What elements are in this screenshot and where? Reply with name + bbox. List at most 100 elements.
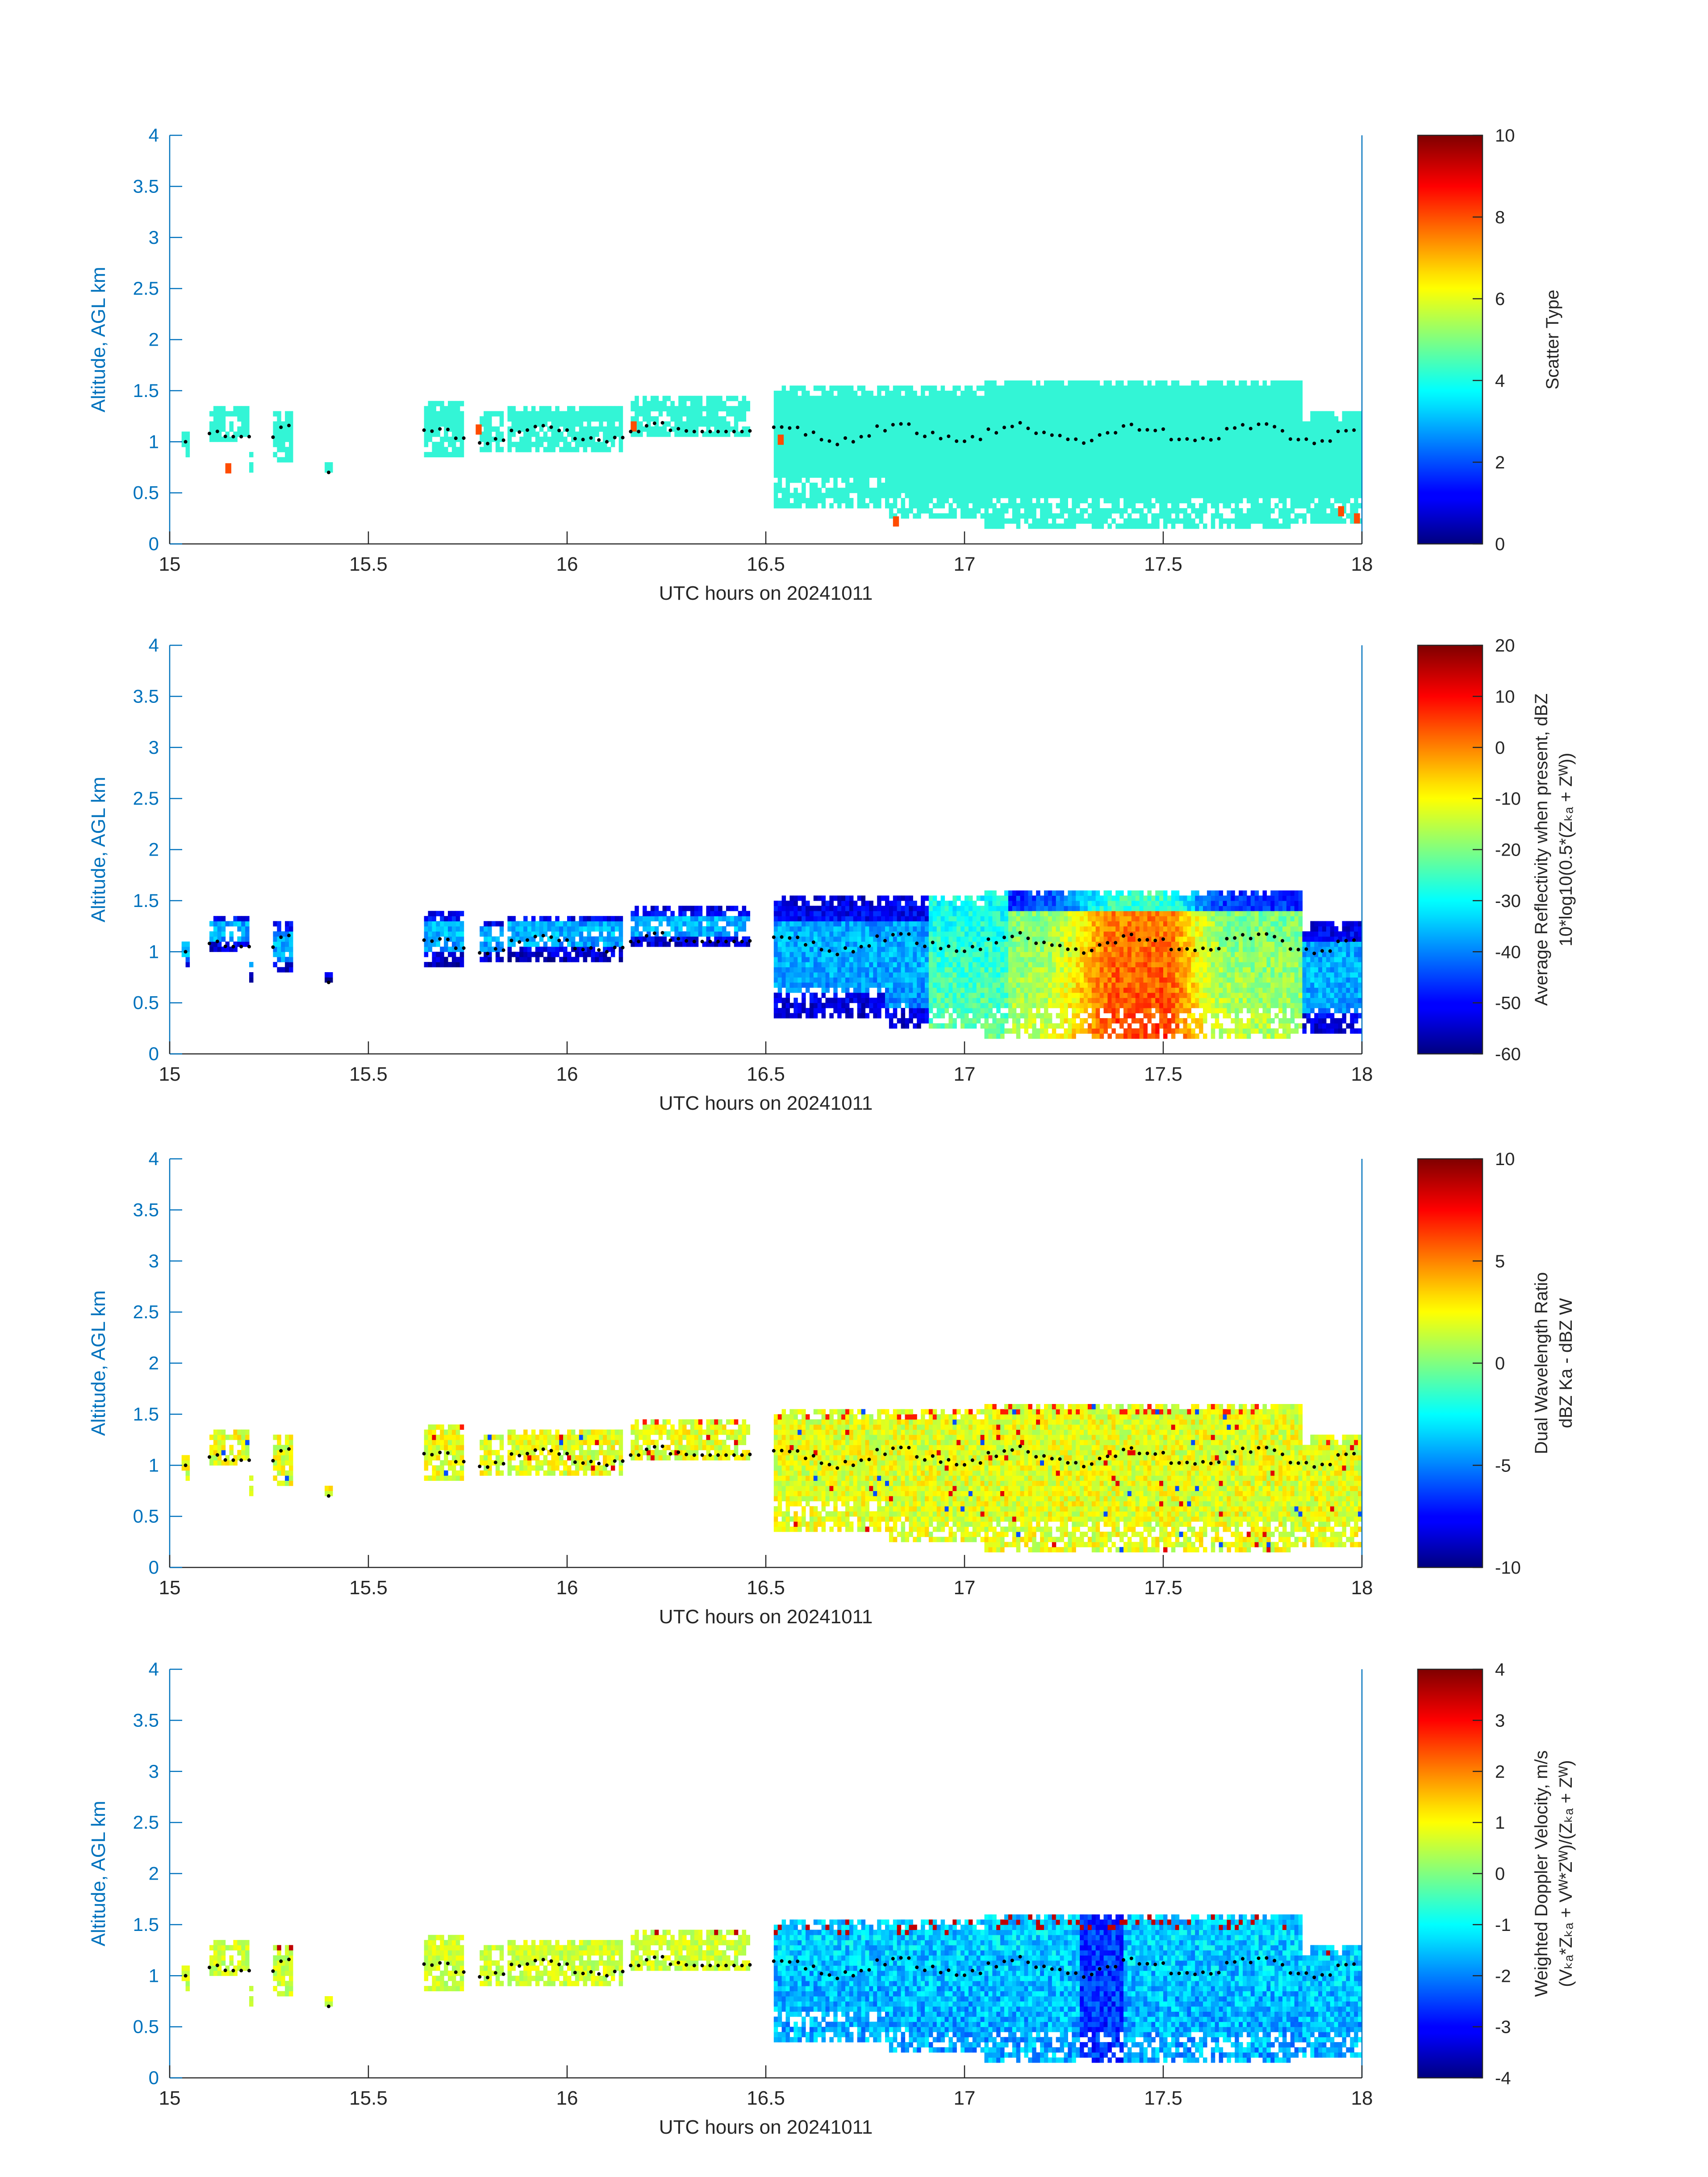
heatmap-cell bbox=[1004, 396, 1009, 401]
heatmap-cell bbox=[1171, 508, 1176, 514]
heatmap-cell bbox=[1175, 396, 1180, 401]
heatmap-cell bbox=[945, 391, 949, 396]
heatmap-cell bbox=[1295, 513, 1299, 518]
heatmap-cell bbox=[889, 396, 894, 401]
heatmap-cell bbox=[1056, 380, 1061, 386]
heatmap-cell bbox=[500, 941, 504, 947]
heatmap-cell bbox=[1231, 447, 1235, 452]
heatmap-cell bbox=[325, 972, 329, 978]
heatmap-cell bbox=[853, 457, 858, 463]
heatmap-cell bbox=[1140, 518, 1144, 524]
heatmap-cell bbox=[913, 406, 917, 411]
heatmap-cell bbox=[802, 411, 806, 417]
heatmap-cell bbox=[281, 442, 285, 447]
heatmap-cell bbox=[1088, 503, 1092, 509]
heatmap-cell bbox=[1314, 493, 1319, 498]
heatmap-cell bbox=[1107, 385, 1112, 391]
heatmap-cell bbox=[1350, 488, 1354, 493]
heatmap-cell bbox=[1068, 472, 1072, 478]
heatmap-cell bbox=[698, 416, 703, 422]
heatmap-cell bbox=[1314, 508, 1319, 514]
heatmap-cell bbox=[837, 406, 842, 411]
heatmap-cell bbox=[1084, 437, 1088, 442]
heatmap-cell bbox=[921, 391, 925, 396]
heatmap-cell bbox=[985, 477, 989, 483]
heatmap-cell bbox=[1040, 411, 1044, 417]
heatmap-cell bbox=[837, 396, 842, 401]
heatmap-cell bbox=[237, 921, 242, 927]
heatmap-cell bbox=[1159, 467, 1164, 472]
heatmap-cell bbox=[941, 385, 945, 391]
heatmap-cell bbox=[798, 457, 802, 463]
heatmap-cell bbox=[829, 431, 834, 437]
heatmap-cell bbox=[567, 422, 572, 427]
heatmap-cell bbox=[1314, 411, 1319, 417]
heatmap-cell bbox=[1016, 493, 1021, 498]
heatmap-cell bbox=[1024, 431, 1029, 437]
heatmap-cell bbox=[500, 422, 504, 427]
heatmap-cell bbox=[226, 411, 230, 417]
heatmap-cell bbox=[1231, 452, 1235, 457]
heatmap-cell bbox=[547, 926, 552, 932]
heatmap-cell bbox=[1215, 416, 1219, 422]
heatmap-cell bbox=[933, 483, 937, 488]
heatmap-cell bbox=[965, 483, 969, 488]
trace-dot bbox=[629, 430, 632, 433]
heatmap-cell bbox=[829, 401, 834, 406]
heatmap-cell bbox=[806, 457, 810, 463]
heatmap-cell bbox=[742, 401, 747, 406]
heatmap-cell bbox=[1044, 411, 1048, 417]
heatmap-cell bbox=[1207, 457, 1211, 463]
trace-dot bbox=[1257, 422, 1261, 426]
heatmap-cell bbox=[289, 447, 293, 452]
heatmap-cell bbox=[1084, 385, 1088, 391]
heatmap-cell bbox=[559, 447, 564, 452]
heatmap-cell bbox=[452, 431, 456, 437]
heatmap-cell bbox=[1290, 462, 1295, 468]
heatmap-cell bbox=[245, 406, 250, 411]
heatmap-cell bbox=[1076, 467, 1080, 472]
heatmap-cell bbox=[1052, 422, 1057, 427]
heatmap-cell bbox=[1028, 483, 1032, 488]
heatmap-cell bbox=[1155, 431, 1160, 437]
heatmap-cell bbox=[488, 416, 492, 422]
heatmap-cell bbox=[424, 452, 429, 457]
heatmap-cell bbox=[1084, 488, 1088, 493]
heatmap-cell bbox=[1012, 396, 1017, 401]
heatmap-cell bbox=[428, 437, 433, 442]
heatmap-cell bbox=[798, 396, 802, 401]
heatmap-cell bbox=[1151, 452, 1156, 457]
heatmap-cell bbox=[690, 396, 695, 401]
heatmap-cell bbox=[1144, 488, 1148, 493]
heatmap-cell bbox=[956, 411, 961, 417]
heatmap-cell bbox=[1123, 452, 1128, 457]
heatmap-cell bbox=[826, 457, 830, 463]
x-tick-label: 15.5 bbox=[349, 553, 388, 575]
heatmap-cell bbox=[913, 396, 917, 401]
heatmap-cell bbox=[1175, 411, 1180, 417]
heatmap-cell bbox=[960, 467, 965, 472]
heatmap-cell bbox=[1032, 477, 1036, 483]
heatmap-cell bbox=[428, 401, 433, 406]
heatmap-cell bbox=[543, 447, 548, 452]
heatmap-cell bbox=[1024, 391, 1029, 396]
heatmap-cell bbox=[599, 447, 603, 452]
heatmap-cell bbox=[1235, 462, 1239, 468]
heatmap-cell bbox=[559, 921, 564, 927]
heatmap-cell bbox=[845, 411, 850, 417]
heatmap-cell bbox=[1171, 442, 1176, 447]
heatmap-cell bbox=[1195, 513, 1199, 518]
heatmap-cell bbox=[1104, 498, 1108, 503]
heatmap-cell bbox=[1263, 447, 1267, 452]
heatmap-cell bbox=[1199, 477, 1203, 483]
heatmap-cell bbox=[488, 921, 492, 927]
heatmap-cell bbox=[277, 952, 281, 957]
heatmap-cell bbox=[802, 447, 806, 452]
heatmap-cell bbox=[1004, 493, 1009, 498]
heatmap-cell bbox=[631, 932, 635, 937]
heatmap-cell bbox=[782, 411, 786, 417]
heatmap-cell bbox=[690, 406, 695, 411]
heatmap-cell bbox=[786, 431, 790, 437]
heatmap-cell bbox=[1295, 493, 1299, 498]
heatmap-cell bbox=[929, 467, 933, 472]
